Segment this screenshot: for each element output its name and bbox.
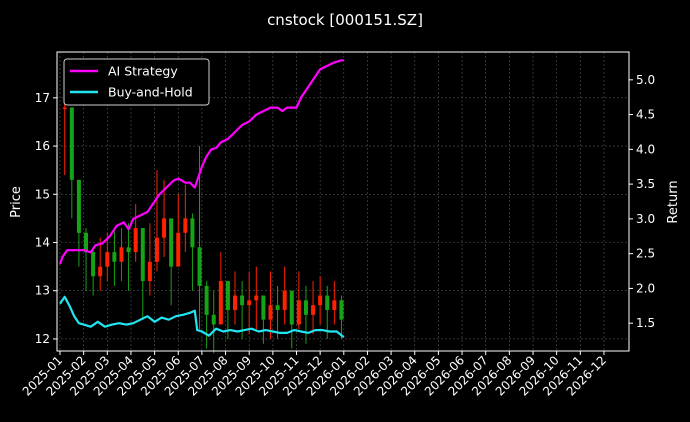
price-candle-body <box>140 228 145 282</box>
left-tick-label: 12 <box>35 332 50 346</box>
right-tick-label: 2.5 <box>636 247 655 261</box>
price-candle-body <box>268 305 273 320</box>
price-candle-body <box>91 252 96 277</box>
price-candle-body <box>303 300 308 315</box>
price-candle-body <box>197 247 202 286</box>
left-tick-label: 16 <box>35 139 50 153</box>
price-candle-body <box>233 295 238 311</box>
series-line-buy-and-hold <box>59 295 345 338</box>
y-axis-label-left: Price <box>9 186 24 218</box>
price-candle-body <box>176 232 181 267</box>
price-candle-body <box>225 281 230 311</box>
price-candle-body <box>332 300 337 311</box>
right-axis: 1.5 2.0 2.5 3.0 3.5 4.0 4.5 5.0 <box>629 73 655 330</box>
price-candle-body <box>296 300 301 325</box>
price-candle-body <box>119 247 124 262</box>
series-line-ai-strategy <box>58 59 344 265</box>
price-candle-body <box>204 285 209 315</box>
price-candle-body <box>282 290 287 311</box>
y-axis-label-right: Return <box>666 180 681 223</box>
right-tick-label: 5.0 <box>636 73 655 87</box>
price-candle-body <box>240 295 245 306</box>
price-candle-body <box>275 305 280 311</box>
price-candle-body <box>311 305 316 315</box>
left-tick-label: 13 <box>35 284 50 298</box>
chart-title: cnstock [000151.SZ] <box>267 11 423 29</box>
price-candle-body <box>339 300 344 320</box>
price-candle-body <box>289 290 294 325</box>
price-candles <box>62 73 344 354</box>
price-candle-body <box>76 179 81 233</box>
price-candle-body <box>183 218 188 233</box>
left-tick-label: 14 <box>35 235 50 249</box>
right-tick-label: 1.5 <box>636 316 655 330</box>
price-candle-body <box>254 295 259 301</box>
price-candle-body <box>154 237 159 262</box>
price-candle-body <box>84 232 89 253</box>
legend-label: Buy-and-Hold <box>108 85 193 100</box>
right-tick-label: 3.0 <box>636 212 655 226</box>
price-candle-body <box>105 252 110 267</box>
left-tick-label: 17 <box>35 91 50 105</box>
legend-label: AI Strategy <box>108 64 178 79</box>
price-candle-body <box>162 218 167 238</box>
price-candle-body <box>169 218 174 267</box>
legend-box <box>63 58 210 106</box>
price-candle-body <box>211 314 216 325</box>
price-candle-body <box>325 295 330 311</box>
right-tick-label: 4.5 <box>636 108 655 122</box>
left-tick-label: 15 <box>35 187 50 201</box>
price-candle-body <box>190 218 195 248</box>
right-tick-label: 4.0 <box>636 142 655 156</box>
price-candle-body <box>98 266 103 277</box>
legend: AI Strategy Buy-and-Hold <box>63 58 210 106</box>
price-candle-body <box>133 228 138 253</box>
series-lines <box>58 59 345 338</box>
price-candle-body <box>147 261 152 282</box>
right-tick-label: 3.5 <box>636 177 655 191</box>
plot-frame <box>56 51 630 352</box>
price-candle-body <box>318 295 323 306</box>
price-candle-body <box>69 107 74 180</box>
price-candle-body <box>62 107 67 109</box>
price-candle-body <box>126 247 131 253</box>
price-candle-body <box>261 295 266 320</box>
right-tick-label: 2.0 <box>636 281 655 295</box>
left-axis: 12 13 14 15 16 17 <box>35 91 57 346</box>
price-candle-body <box>218 281 223 325</box>
price-candle-body <box>247 300 252 306</box>
price-candle-body <box>112 252 117 262</box>
